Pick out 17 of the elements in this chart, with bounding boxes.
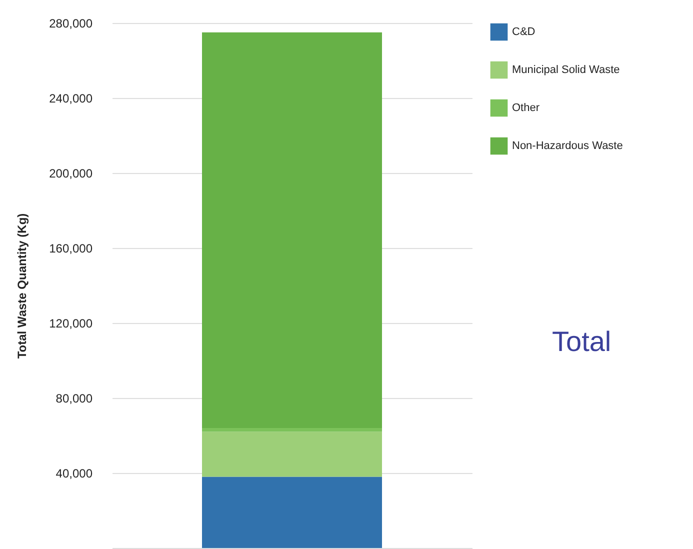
legend-label: Non-Hazardous Waste <box>512 140 623 152</box>
legend-label: Municipal Solid Waste <box>512 64 620 76</box>
y-tick-label: 160,000 <box>49 242 93 256</box>
bar <box>202 432 382 477</box>
bar <box>202 428 382 432</box>
y-tick-label: 120,000 <box>49 316 93 330</box>
y-tick-label: 80,000 <box>56 392 93 406</box>
y-tick-label: 240,000 <box>49 92 93 106</box>
y-axis-title: Total Waste Quantity (Kg) <box>15 213 30 359</box>
y-tick-label: 280,000 <box>49 16 93 30</box>
y-tick-label: 40,000 <box>56 466 93 480</box>
y-tick-label: 200,000 <box>49 166 93 180</box>
bar <box>202 32 382 428</box>
text: Total <box>552 326 612 357</box>
legend-label: Other <box>512 102 540 114</box>
bar <box>202 476 382 548</box>
legend-label: C&D <box>512 26 536 38</box>
